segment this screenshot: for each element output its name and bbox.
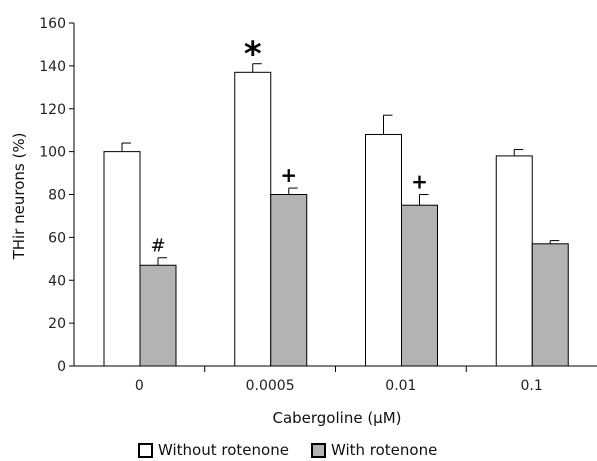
bar-with-rotenone	[139, 264, 177, 367]
x-tick-label: 0.01	[385, 378, 416, 394]
annotations: * # + +	[150, 35, 427, 257]
legend-swatch-white	[138, 442, 153, 458]
bars	[103, 63, 569, 367]
bar-without-rotenone	[103, 151, 141, 367]
legend-swatch-gray	[310, 442, 326, 458]
x-tick-label: 0.0005	[246, 378, 295, 394]
significance-marker: +	[411, 170, 428, 194]
y-tick-label: 0	[57, 359, 66, 375]
legend-label: Without rotenone	[158, 441, 289, 459]
y-axis-label: THir neurons (%)	[10, 133, 28, 261]
bar-with-rotenone	[401, 204, 438, 367]
bar-with-rotenone	[531, 243, 569, 367]
y-tick-label: 140	[39, 59, 66, 75]
significance-marker: +	[280, 163, 297, 187]
bar-without-rotenone	[495, 155, 533, 367]
y-tick-label: 160	[39, 16, 66, 32]
legend-label: With rotenone	[330, 441, 438, 459]
bar-with-rotenone	[270, 194, 308, 367]
significance-marker: *	[244, 35, 262, 75]
y-tick-label: 60	[48, 230, 66, 246]
y-tick-label: 20	[48, 316, 66, 332]
y-tick-label: 80	[48, 188, 66, 204]
legend: Without rotenone With rotenone	[138, 440, 459, 460]
x-axis-label: Cabergoline (μM)	[272, 409, 401, 427]
y-tick-label: 120	[39, 102, 66, 118]
bar-chart: 0 20 40 60 80 100 120 140 160 0 0.0005 0.01 0.1 * # +…	[10, 16, 597, 427]
x-tick-label: 0	[135, 378, 144, 394]
legend-item-without-rotenone: Without rotenone	[138, 441, 289, 459]
significance-marker: #	[150, 236, 165, 257]
y-tick-label: 40	[48, 273, 66, 289]
y-tick-label: 100	[39, 145, 66, 161]
x-tick-label: 0.1	[520, 378, 542, 394]
legend-item-with-rotenone: With rotenone	[310, 441, 438, 459]
y-axis: 0 20 40 60 80 100 120 140 160	[39, 16, 75, 375]
bar-without-rotenone	[365, 133, 402, 367]
bar-without-rotenone	[234, 71, 272, 367]
x-axis: 0 0.0005 0.01 0.1	[74, 365, 597, 394]
